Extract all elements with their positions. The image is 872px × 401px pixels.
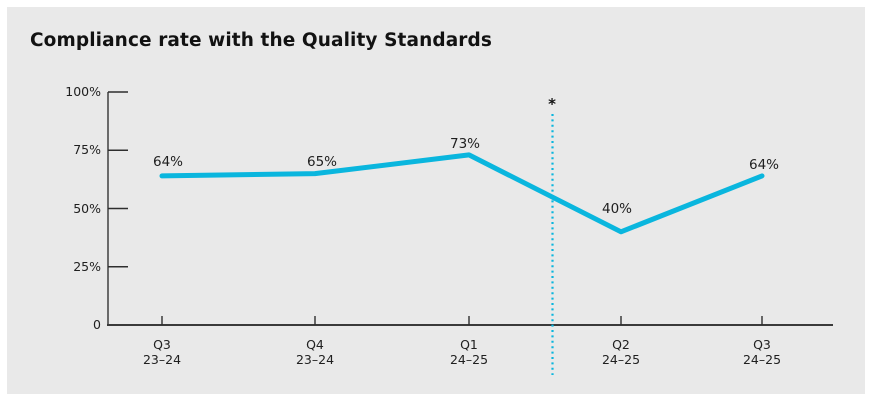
data-point-label: 40% bbox=[601, 200, 632, 217]
x-tick-year: 24–25 bbox=[601, 351, 641, 367]
x-tick-quarter: Q2 bbox=[612, 337, 630, 352]
x-tick-label: Q4 23–24 bbox=[270, 337, 360, 367]
x-tick-label: Q1 24–25 bbox=[424, 337, 514, 367]
data-line bbox=[159, 152, 765, 235]
axes-layer bbox=[107, 91, 833, 326]
x-tick-year: 23–24 bbox=[295, 351, 335, 367]
x-tick-year: 24–25 bbox=[742, 351, 782, 367]
series-layer bbox=[159, 152, 765, 235]
x-tick-quarter: Q3 bbox=[153, 337, 171, 352]
data-point-label: 73% bbox=[449, 135, 480, 152]
x-tick-label: Q3 23–24 bbox=[117, 337, 207, 367]
chart-panel bbox=[7, 7, 865, 394]
x-tick-label: Q3 24–25 bbox=[717, 337, 807, 367]
y-tick-label: 25% bbox=[73, 258, 101, 274]
y-tick-label: 75% bbox=[73, 142, 101, 158]
y-tick-label: 50% bbox=[73, 200, 101, 216]
y-tick-label: 100% bbox=[65, 84, 101, 99]
x-tick-quarter: Q4 bbox=[306, 337, 324, 352]
data-point-label: 65% bbox=[306, 153, 337, 170]
x-tick-year: 23–24 bbox=[142, 351, 182, 367]
x-tick-quarter: Q3 bbox=[753, 337, 771, 352]
x-tick-year: 24–25 bbox=[449, 351, 489, 367]
data-point-label: 64% bbox=[748, 156, 779, 173]
x-tick-quarter: Q1 bbox=[460, 337, 478, 352]
x-tick-label: Q2 24–25 bbox=[576, 337, 666, 367]
data-point-label: 64% bbox=[152, 153, 183, 170]
annotation-asterisk: * bbox=[548, 95, 556, 113]
y-tick-label: 0 bbox=[93, 317, 101, 332]
chart-title: Compliance rate with the Quality Standar… bbox=[30, 30, 492, 51]
